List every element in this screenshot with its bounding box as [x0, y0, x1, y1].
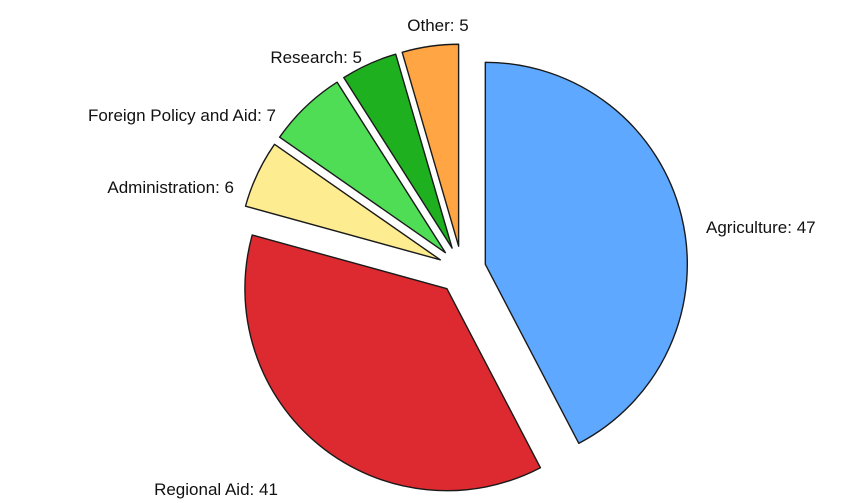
slices-layer — [244, 43, 689, 492]
pie-slice-agriculture — [484, 61, 689, 445]
pie-slice-foreign-policy-and-aid — [278, 81, 447, 254]
slice-label-administration: Administration: 6 — [107, 178, 234, 197]
slice-label-other: Other: 5 — [407, 16, 468, 35]
labels-layer: Agriculture: 47 Regional Aid: 41 Administr… — [88, 16, 816, 499]
pie-slice-administration — [244, 143, 441, 261]
slice-label-regional-aid: Regional Aid: 41 — [154, 480, 278, 499]
slice-label-research: Research: 5 — [270, 48, 362, 67]
pie-slice-research — [343, 53, 453, 249]
slice-label-agriculture: Agriculture: 47 — [706, 218, 816, 237]
pie-slice-regional-aid — [244, 234, 542, 492]
slice-label-foreign-policy-and-aid: Foreign Policy and Aid: 7 — [88, 106, 276, 125]
pie-slice-other — [401, 43, 460, 247]
